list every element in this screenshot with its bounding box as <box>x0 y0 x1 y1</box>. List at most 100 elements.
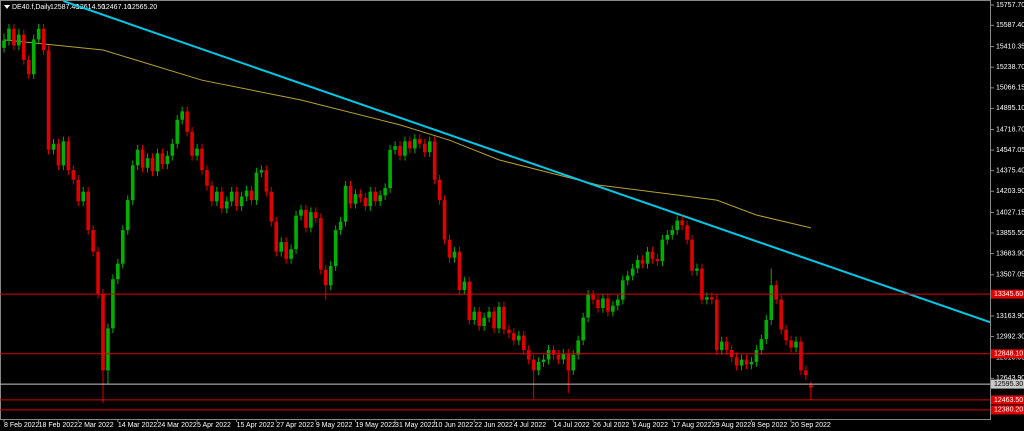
level-label: 13345.60 <box>994 291 1023 298</box>
candle-body <box>606 298 610 312</box>
x-tick-label: 22 Jun 2022 <box>474 422 513 429</box>
candle-body <box>556 354 561 360</box>
candle-body <box>180 111 184 120</box>
candle-body <box>41 28 46 51</box>
x-tick-label: 18 Feb 2022 <box>39 422 78 429</box>
candle-body <box>502 306 506 330</box>
header-value: 12587.40 <box>50 4 79 11</box>
candle-body <box>175 119 180 144</box>
candle-body <box>804 370 808 376</box>
candle-body <box>472 311 477 321</box>
candle-body <box>799 341 803 371</box>
candle-body <box>492 311 496 329</box>
candle-body <box>2 40 6 48</box>
x-tick-label: 14 Mar 2022 <box>118 422 157 429</box>
header-value: 12467.10 <box>102 4 131 11</box>
candle-body <box>482 317 486 327</box>
x-tick-label: 27 Apr 2022 <box>276 422 314 429</box>
menu-arrow[interactable] <box>4 5 10 9</box>
candle-body <box>249 190 254 201</box>
x-tick-label: 31 May 2022 <box>395 422 436 429</box>
level-label: 12380.20 <box>994 407 1023 414</box>
candle-body <box>586 294 590 318</box>
candle-body <box>413 138 417 149</box>
candle-body <box>526 349 531 360</box>
candle-body <box>744 359 749 365</box>
candle-body <box>561 353 566 360</box>
candle-body <box>462 281 467 291</box>
x-tick-label: 2 Mar 2022 <box>78 422 114 429</box>
candle-body <box>452 251 457 258</box>
y-tick-label: 14203.90 <box>996 188 1024 195</box>
y-tick-label: 12643.90 <box>996 375 1024 382</box>
candle-body <box>150 158 155 172</box>
candle-body <box>596 299 600 309</box>
candle-body <box>205 170 209 186</box>
y-tick-label: 14375.40 <box>996 168 1024 175</box>
plot-frame <box>0 0 991 420</box>
x-tick-label: 29 Aug 2022 <box>712 422 751 429</box>
candle-body <box>680 220 684 226</box>
x-tick-label: 4 Jul 2022 <box>514 422 546 429</box>
candle-body <box>724 341 729 350</box>
candle-body <box>254 172 259 201</box>
y-tick-label: 14895.10 <box>996 105 1024 112</box>
candle-body <box>447 239 452 258</box>
candle-body <box>200 148 204 171</box>
candle-body <box>220 191 224 209</box>
candle-body <box>611 305 615 312</box>
candle-body <box>22 34 26 60</box>
x-tick-label: 5 Apr 2022 <box>197 422 231 429</box>
candle-body <box>170 143 175 156</box>
candle-body <box>26 59 31 75</box>
candle-body <box>398 146 402 156</box>
x-tick-label: 14 Jul 2022 <box>553 422 589 429</box>
candle-body <box>269 191 274 222</box>
candle-body <box>12 28 16 46</box>
candle-body <box>477 311 481 327</box>
moving-average <box>3 39 812 229</box>
candle-body <box>521 335 526 350</box>
candle-body <box>229 191 234 202</box>
candle-body <box>432 141 437 180</box>
y-tick-label: 14547.05 <box>996 147 1024 154</box>
trend-line <box>63 0 990 324</box>
candle-body <box>76 179 81 202</box>
level-label: 12595.30 <box>994 381 1023 388</box>
candle-body <box>591 294 595 300</box>
y-tick-label: 15587.40 <box>996 22 1024 29</box>
candle-body <box>145 158 150 168</box>
candle-body <box>185 111 189 132</box>
candle-body <box>784 329 788 341</box>
x-tick-label: 26 Jul 2022 <box>593 422 629 429</box>
candle-body <box>517 335 521 341</box>
y-tick-label: 15757.70 <box>996 2 1024 9</box>
candle-body <box>422 143 427 153</box>
candle-body <box>546 349 551 360</box>
candle-body <box>106 328 110 371</box>
candle-body <box>239 196 244 207</box>
candle-body <box>754 349 759 362</box>
plot <box>2 0 990 403</box>
candle-body <box>61 141 66 166</box>
candle-body <box>234 191 239 207</box>
y-tick-label: 12992.30 <box>996 333 1024 340</box>
candle-body <box>96 251 100 294</box>
candle-body <box>244 190 249 197</box>
y-tick-label: 15066.15 <box>996 85 1024 92</box>
candle-body <box>794 341 798 348</box>
candle-body <box>695 268 699 271</box>
candle-body <box>116 263 120 280</box>
candle-body <box>645 251 650 264</box>
candle-body <box>393 146 397 150</box>
candle-body <box>338 221 343 231</box>
candle-body <box>383 188 387 196</box>
y-tick-label: 13683.90 <box>996 250 1024 257</box>
candle-body <box>581 317 585 341</box>
candle-body <box>289 249 293 259</box>
y-tick-label: 13163.90 <box>996 313 1024 320</box>
candle-body <box>442 200 447 240</box>
candle-body <box>140 149 145 168</box>
